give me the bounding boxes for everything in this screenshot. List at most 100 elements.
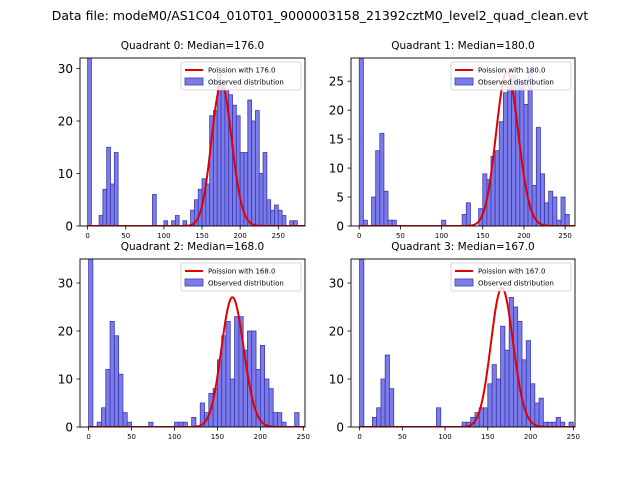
- histogram-bar: [371, 196, 377, 226]
- histogram-bar: [534, 402, 540, 427]
- histogram-bar: [259, 344, 266, 427]
- histogram-bar: [213, 110, 218, 226]
- x-tick-label: 50: [121, 232, 130, 240]
- histogram-bar: [535, 127, 541, 226]
- histogram-bar: [221, 335, 227, 427]
- legend-box: [180, 262, 302, 292]
- histogram-bar: [220, 83, 226, 226]
- legend: Poission with 167.0 Observed distribution: [450, 262, 572, 292]
- legend-label-observed: Observed distribution: [478, 280, 554, 288]
- histogram-bar: [225, 320, 231, 427]
- legend-box: [450, 262, 572, 292]
- histogram-bar: [182, 220, 188, 226]
- histogram-bar: [87, 58, 92, 226]
- x-tick-label: 0: [357, 433, 361, 441]
- histogram-bar: [235, 115, 241, 226]
- y-tick-label: 20: [58, 115, 73, 129]
- histogram-bar: [568, 421, 574, 427]
- y-tick-label: 0: [336, 220, 344, 234]
- x-tick-label: 50: [127, 433, 136, 441]
- x-tick-label: 250: [272, 232, 285, 240]
- histogram-bar: [255, 110, 260, 226]
- histogram-bar: [274, 204, 279, 226]
- x-tick-label: 150: [195, 232, 208, 240]
- histogram-bar: [500, 325, 506, 427]
- histogram-bar: [540, 173, 545, 226]
- histogram-bar: [379, 132, 385, 226]
- subplot-title: Quadrant 1: Median=180.0: [391, 40, 534, 52]
- y-tick-label: 0: [65, 421, 73, 435]
- y-tick-label: 30: [58, 277, 73, 291]
- y-tick-label: 20: [329, 325, 344, 339]
- histogram-bar: [113, 335, 120, 427]
- histogram-bar: [266, 199, 272, 226]
- histogram-bar: [239, 152, 245, 226]
- histogram-bar: [380, 378, 386, 427]
- legend-box: [180, 61, 302, 91]
- histogram-bar: [105, 368, 111, 427]
- legend-bar-swatch: [184, 77, 204, 86]
- legend: Poission with 168.0 Observed distribution: [180, 262, 302, 292]
- histogram-bar: [205, 183, 211, 226]
- histogram-bar: [247, 99, 253, 226]
- histogram-bar: [101, 407, 107, 427]
- histogram-bar: [389, 388, 395, 427]
- x-tick-label: 0: [86, 433, 90, 441]
- histogram-bar: [281, 215, 287, 226]
- histogram-bar: [293, 220, 298, 226]
- x-tick-label: 100: [438, 433, 451, 441]
- subplot-title: Quadrant 2: Median=168.0: [121, 241, 264, 253]
- histogram-bar: [515, 80, 521, 226]
- y-tick-label: 0: [336, 421, 344, 435]
- axes-frame: [350, 258, 576, 428]
- histogram-bar: [270, 209, 275, 226]
- y-tick-label: 10: [58, 373, 73, 387]
- histogram-bar: [113, 152, 119, 226]
- histogram-bar: [126, 421, 132, 427]
- y-tick-label: 25: [329, 75, 344, 89]
- histogram-bar: [234, 316, 240, 427]
- legend-label-poisson: Poission with 180.0: [478, 67, 546, 75]
- histogram-bar: [465, 202, 471, 226]
- y-tick-label: 30: [58, 62, 73, 76]
- histogram-bar: [384, 354, 390, 427]
- histogram-bar: [502, 92, 508, 226]
- x-tick-label: 200: [524, 433, 537, 441]
- subplot-quadrant-2: Quadrant 2: Median=168.0 0 50 100 150 200 250 0…: [58, 241, 310, 441]
- histogram-bar: [523, 103, 529, 226]
- subplot-quadrant-1: Quadrant 1: Median=180.0 0 50 100 150 200 250 0…: [329, 40, 576, 240]
- histogram-bar: [268, 388, 274, 427]
- histogram-bar: [148, 421, 154, 427]
- y-tick-label: 0: [65, 220, 73, 234]
- legend-label-poisson: Poission with 168.0: [208, 268, 276, 276]
- legend-bar-swatch: [454, 278, 474, 287]
- histogram-bar: [359, 259, 365, 427]
- histogram-bar: [281, 421, 287, 427]
- histogram-bar: [152, 194, 157, 226]
- histogram-bar: [555, 416, 561, 427]
- x-tick-label: 100: [168, 433, 181, 441]
- histogram-bar: [294, 412, 300, 427]
- legend-label-poisson: Poission with 176.0: [208, 67, 276, 75]
- bars: [88, 259, 300, 427]
- y-tick-label: 20: [329, 104, 344, 118]
- legend-label-observed: Observed distribution: [208, 79, 284, 87]
- histogram-bar: [277, 412, 283, 427]
- histogram-bar: [507, 86, 512, 226]
- poisson-curve: [359, 286, 575, 427]
- y-tick-label: 10: [329, 162, 344, 176]
- histogram-bar: [491, 364, 497, 427]
- legend: Poission with 180.0 Observed distribution: [450, 61, 572, 91]
- histogram-bar: [229, 378, 235, 427]
- histogram-bar: [383, 190, 389, 226]
- x-tick-label: 250: [567, 433, 580, 441]
- histogram-bar: [110, 183, 115, 226]
- histogram-bar: [376, 407, 382, 427]
- legend-label-observed: Observed distribution: [208, 280, 284, 288]
- y-tick-label: 20: [58, 325, 73, 339]
- legend-bar-swatch: [454, 77, 474, 86]
- histogram-bar: [118, 373, 124, 427]
- y-tick-label: 30: [329, 277, 344, 291]
- histogram-bar: [504, 349, 510, 427]
- y-tick-label: 10: [58, 167, 73, 181]
